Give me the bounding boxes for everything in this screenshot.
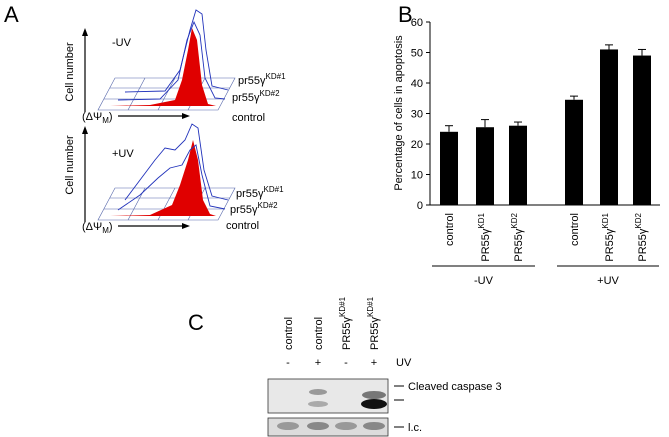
lane-label-base: PR55γ <box>369 316 381 350</box>
uv-sign: + <box>371 357 377 369</box>
x-tick-label-base: control <box>444 213 456 246</box>
bar <box>565 99 583 205</box>
group-label: +UV <box>597 275 619 287</box>
series-label-sup: KD#2 <box>260 89 281 98</box>
histogram-top: Cell number -UV (ΔΨM) pr55γKD#1 pr55γKD#… <box>64 9 286 125</box>
bar <box>600 49 618 206</box>
y-tick-label: 30 <box>411 109 423 121</box>
series-label-sup: KD#2 <box>258 201 279 210</box>
y-tick-label: 40 <box>411 78 423 90</box>
western-blot: Cleaved caspase 3 l.c. UV <box>267 357 502 437</box>
x-axis-label-sub: M <box>102 116 109 125</box>
x-axis-label: (ΔΨM) <box>82 111 113 125</box>
series-label-sup: KD#1 <box>266 72 287 81</box>
x-axis-label-part: (ΔΨ <box>82 111 102 123</box>
uv-sign: - <box>344 357 348 369</box>
series-label-base: pr55γ <box>232 92 260 104</box>
condition-label: -UV <box>112 37 132 49</box>
y-axis-label: Cell number <box>64 42 76 102</box>
x-tick-label: control <box>569 213 581 246</box>
panel-label: B <box>398 2 413 27</box>
uv-sign: + <box>315 357 321 369</box>
series-label: pr55γKD#2 <box>230 201 278 216</box>
x-axis-label-part: ) <box>109 111 113 123</box>
bar <box>440 131 458 205</box>
uv-label: UV <box>396 357 412 369</box>
x-tick-label-sup: KD2 <box>510 212 519 228</box>
x-axis-label-part: (ΔΨ <box>82 221 102 233</box>
series-label: pr55γKD#1 <box>236 185 284 200</box>
x-tick-label-base: PR55γ <box>637 228 649 262</box>
lane-label: PR55γKD#1 <box>366 296 381 350</box>
x-tick-label: control <box>444 213 456 246</box>
histogram-bottom: Cell number +UV (ΔΨM) pr55γKD#1 pr55γKD#… <box>64 123 284 235</box>
x-tick-label-sup: KD1 <box>601 212 610 228</box>
lane-label-sup: KD#1 <box>338 296 347 317</box>
bar <box>509 125 527 205</box>
bar <box>633 55 651 205</box>
x-tick-label-base: control <box>569 213 581 246</box>
lane-label: control <box>313 317 325 350</box>
y-tick-label: 20 <box>411 139 423 151</box>
y-tick-label: 50 <box>411 48 423 60</box>
series-label-sup: KD#1 <box>264 185 285 194</box>
x-tick-label: PR55γKD1 <box>477 212 492 261</box>
x-tick-label-sup: KD1 <box>477 212 486 228</box>
x-tick-label: PR55γKD2 <box>634 212 649 261</box>
group-label: -UV <box>474 275 494 287</box>
x-tick-label: PR55γKD2 <box>510 212 525 261</box>
x-tick-label: PR55γKD1 <box>601 212 616 261</box>
lane-label-base: control <box>283 317 295 350</box>
x-tick-label-base: PR55γ <box>604 228 616 262</box>
uv-sign: - <box>286 357 290 369</box>
lane-label-base: PR55γ <box>341 316 353 350</box>
series-label-base: pr55γ <box>236 188 264 200</box>
band-label: l.c. <box>408 422 422 434</box>
series-label: control <box>226 220 259 232</box>
x-axis-label: (ΔΨM) <box>82 221 113 235</box>
series-label: pr55γKD#2 <box>232 89 280 104</box>
x-tick-label-base: PR55γ <box>513 228 525 262</box>
x-axis-label-sub: M <box>102 226 109 235</box>
band-label: Cleaved caspase 3 <box>408 381 502 393</box>
series-label: control <box>232 112 265 124</box>
y-axis-label: Cell number <box>64 135 76 195</box>
x-axis-label-part: ) <box>109 221 113 233</box>
lane-label-sup: KD#1 <box>366 296 375 317</box>
series-label-base: pr55γ <box>238 75 266 87</box>
y-axis-label: Percentage of cells in apoptosis <box>393 35 405 191</box>
y-tick-label: 60 <box>411 17 423 29</box>
lane-label-base: control <box>313 317 325 350</box>
x-tick-label-base: PR55γ <box>480 228 492 262</box>
lane-label: PR55γKD#1 <box>338 296 353 350</box>
condition-label: +UV <box>112 148 134 160</box>
series-label-base: pr55γ <box>230 204 258 216</box>
bar <box>476 127 494 205</box>
x-tick-label-sup: KD2 <box>634 212 643 228</box>
lane-label: control <box>283 317 295 350</box>
y-tick-label: 10 <box>411 170 423 182</box>
series-label: pr55γKD#1 <box>238 72 286 87</box>
panel-label: C <box>188 310 204 335</box>
y-tick-label: 0 <box>417 200 423 212</box>
panel-label: A <box>4 2 19 27</box>
